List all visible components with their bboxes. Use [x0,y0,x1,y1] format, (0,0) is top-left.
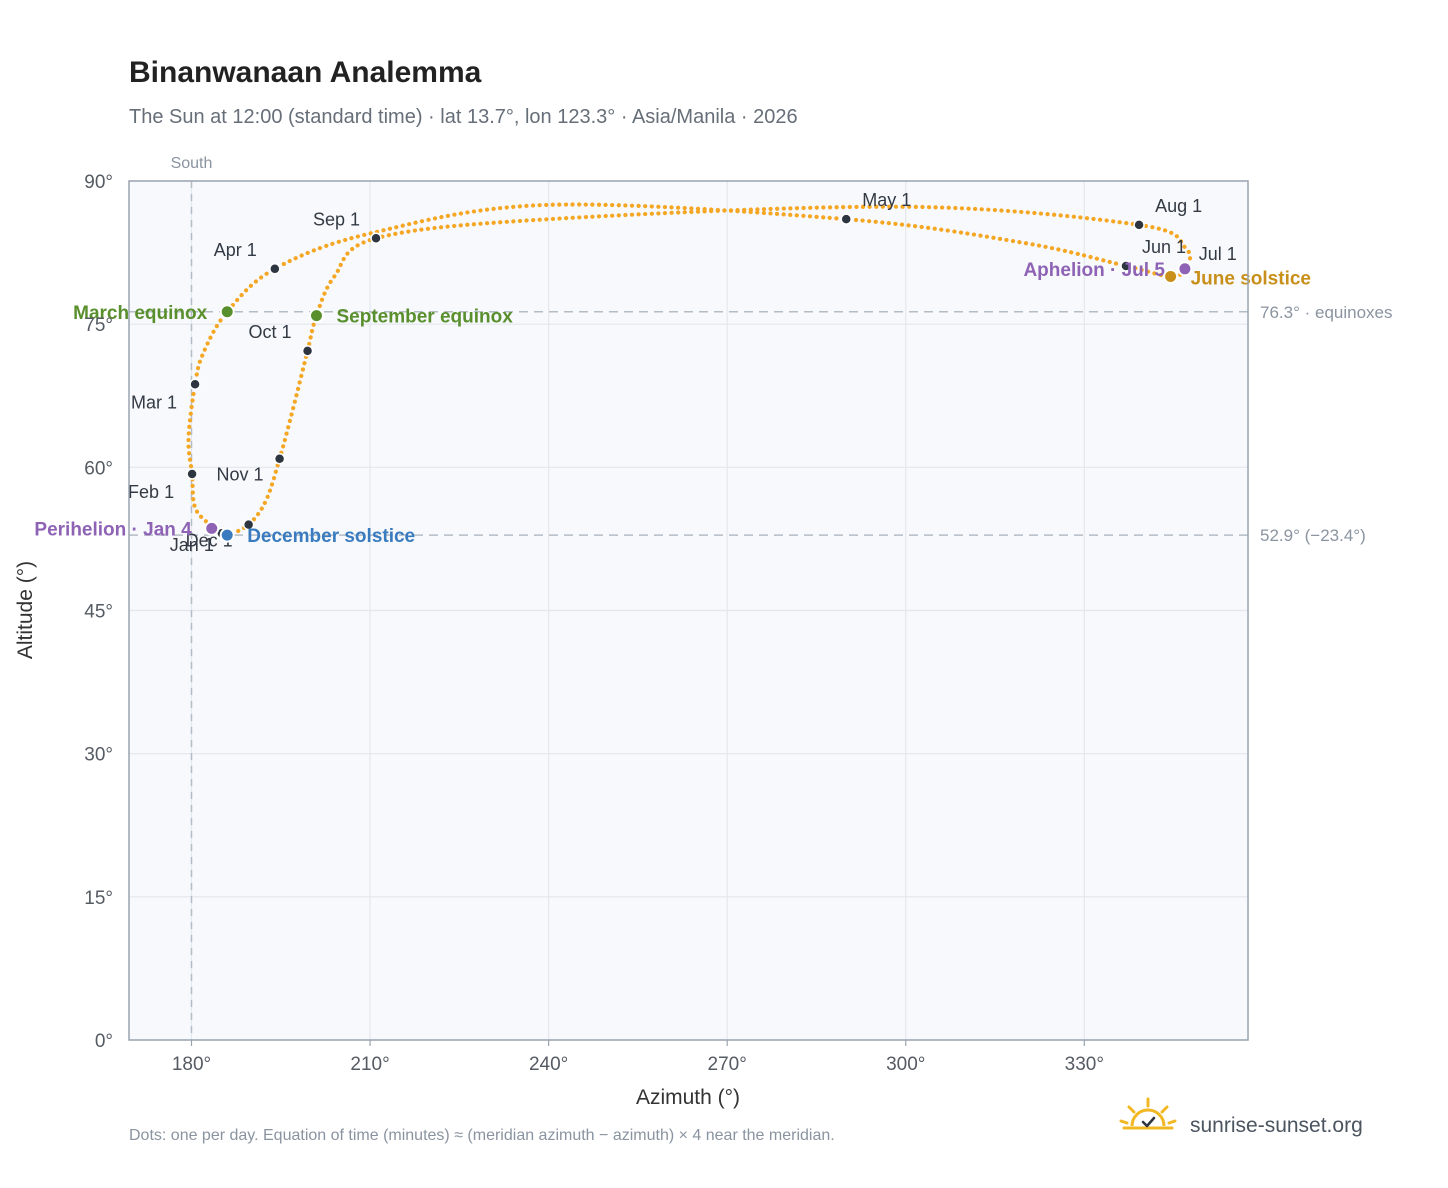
y-axis-title: Altitude (°) [14,561,37,659]
sun-logo-icon [1119,1097,1177,1130]
x-tick-label: 330° [1065,1054,1104,1075]
month-marker-label: Sep 1 [313,209,360,229]
month-marker-label: Nov 1 [217,465,264,485]
event-label: September equinox [336,307,513,328]
x-tick-label: 240° [529,1054,568,1075]
event-label: December solstice [247,526,415,547]
plot-frame [128,180,1249,1041]
y-tick-label: 75° [84,315,113,336]
x-tick-label: 210° [350,1054,389,1075]
chart-subtitle: The Sun at 12:00 (standard time) · lat 1… [129,106,798,128]
event-label: Perihelion · Jan 4 [34,519,192,540]
reference-lines: South 76.3° · equinoxes 52.9° (−23.4°) [129,155,1393,1040]
month-marker-dot [840,213,852,225]
date-markers: Jan 1 Feb 1 Mar 1 Apr 1 May 1 Jun 1 Jul 1 Aug 1… [128,190,1237,555]
brand-name: sunrise-sunset.org [1190,1114,1363,1137]
event-label: March equinox [73,303,208,324]
month-marker-dot [370,232,382,245]
analemma-path [186,202,1193,538]
gridlines [129,180,1248,1041]
month-marker-label: Oct 1 [249,322,292,342]
reference-line-label: 52.9° (−23.4°) [1260,526,1366,545]
y-tick-label: 90° [84,172,113,193]
month-marker-dot [186,468,198,480]
y-tick-label: 0° [95,1031,113,1052]
month-marker-label: Mar 1 [131,392,177,412]
y-tick-label: 45° [84,602,113,623]
y-tick-label: 15° [84,888,113,909]
month-marker-dot [269,263,281,275]
y-tick-label: 60° [84,458,113,479]
month-marker-dot [1120,260,1132,272]
month-marker-label: Jan 1 [170,535,214,555]
event-label: June solstice [1191,268,1311,289]
event-marker-dot [1163,268,1179,284]
y-tick-label: 30° [84,745,113,766]
month-marker-dot [1133,219,1145,231]
month-marker-label: May 1 [862,190,911,210]
month-marker-dot [301,345,314,357]
event-marker-dot [1177,261,1193,277]
event-marker-dot [219,304,235,320]
event-markers: March equinox September equinox December s… [34,260,1311,547]
chart-title: Binanwanaan Analemma [129,56,482,89]
meridian-label: South [171,155,213,172]
month-marker-label: Feb 1 [128,482,174,502]
month-marker-dot [273,452,286,465]
month-marker-label: Apr 1 [214,240,257,260]
x-axis-title: Azimuth (°) [636,1086,740,1109]
x-tick-label: 180° [172,1054,211,1075]
x-tick-label: 300° [886,1054,925,1075]
event-label: Aphelion · Jul 5 [1023,260,1165,281]
month-marker-label: Aug 1 [1155,196,1202,216]
x-tick-label: 270° [708,1054,747,1075]
month-marker-label: Jul 1 [1199,244,1237,264]
axis-ticks: 180° 210° 240° 270° 300° 330° 0° 15° 30° 45° 60° 75… [84,172,1104,1075]
month-marker-dot [242,518,255,531]
event-marker-dot [204,520,220,536]
month-marker-dot [189,378,201,391]
event-marker-dot [219,527,235,543]
brand-logo: sunrise-sunset.org [1119,1097,1363,1137]
reference-line-label: 76.3° · equinoxes [1260,303,1393,322]
footnote: Dots: one per day. Equation of time (min… [129,1127,835,1144]
month-marker-label: Jun 1 [1142,237,1186,257]
event-marker-dot [308,308,324,324]
daily-sun-dots [186,202,1193,538]
